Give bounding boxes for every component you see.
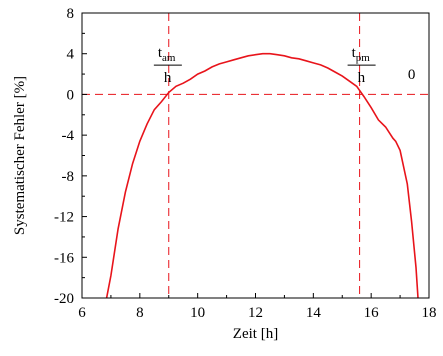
x-tick-label: 16 <box>364 305 380 321</box>
annotation-denominator: h <box>164 70 172 86</box>
y-tick-label: -8 <box>62 169 75 185</box>
x-tick-label: 12 <box>248 305 263 321</box>
reference-lines <box>82 13 429 298</box>
y-tick-label: -16 <box>54 250 74 266</box>
y-tick-label: -12 <box>54 210 74 226</box>
x-tick-label: 6 <box>78 305 86 321</box>
annotation-tpm: tpm h <box>347 45 376 86</box>
y-tick-label: -4 <box>62 128 75 144</box>
series-line <box>105 52 419 298</box>
y-tick-label: 0 <box>67 87 75 103</box>
series-layer <box>105 52 419 298</box>
y-tick-label: 4 <box>67 47 75 63</box>
y-axis-title: Systematischer Fehler [%] <box>12 76 28 235</box>
x-tick-label: 18 <box>422 305 437 321</box>
y-tick-label: 8 <box>67 6 75 22</box>
x-tick-label: 14 <box>306 305 322 321</box>
y-tick-label: -20 <box>54 291 74 307</box>
x-tick-label: 10 <box>190 305 205 321</box>
annotation-numerator: tpm <box>352 45 371 64</box>
x-axis-title: Zeit [h] <box>233 326 278 342</box>
annotation-denominator: h <box>358 70 366 86</box>
annotation-zero: 0 <box>408 67 416 83</box>
y-axis: 8 4 0 -4 -8 -12 -16 -20 <box>54 6 87 307</box>
annotations: tam h tpm h 0 <box>153 45 416 86</box>
annotation-numerator: tam <box>158 45 176 64</box>
x-axis: 6 8 10 12 14 16 18 <box>78 293 437 321</box>
plot-frame <box>81 12 430 299</box>
x-tick-label: 8 <box>136 305 144 321</box>
annotation-tam: tam h <box>153 45 182 86</box>
